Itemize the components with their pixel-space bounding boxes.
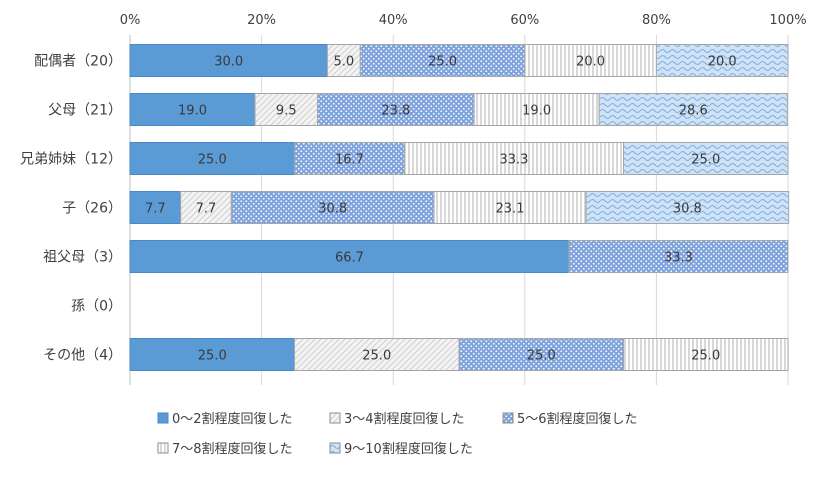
data-label: 30.8 [673,202,702,217]
data-label: 30.8 [318,202,347,217]
bar-segment [129,142,295,175]
legend-label: 0〜2割程度回復した [172,411,293,427]
data-label: 20.0 [708,55,737,70]
data-label: 33.3 [664,251,693,266]
bar-segment [403,142,624,175]
bar-segment [129,93,256,126]
category-label: その他（4） [43,348,122,364]
bar-segment [359,44,526,77]
bar-segment [623,142,789,175]
category-label: 父母（21） [48,103,122,119]
data-label: 25.0 [198,153,227,168]
x-tick-label: 100% [769,13,806,28]
bars [129,44,790,371]
data-label: 7.7 [145,202,166,217]
data-label: 23.8 [381,104,410,119]
legend-swatch [157,442,169,454]
legend-label: 5〜6割程度回復した [517,411,638,427]
bar-segment [458,338,624,371]
bar-segment [294,338,460,371]
data-label: 33.3 [499,153,528,168]
x-axis-ticks: 0% 20% 40% 60% 80% 100% [120,13,807,28]
x-tick-label: 80% [642,13,671,28]
x-tick-label: 60% [510,13,539,28]
category-label: 配偶者（20） [34,54,122,70]
bar-segment [230,191,435,224]
legend-label: 7〜8割程度回復した [172,441,293,457]
data-label: 28.6 [679,104,708,119]
bar-segment [655,44,789,77]
data-label: 20.0 [576,55,605,70]
data-label: 19.0 [522,104,551,119]
bar-segment [473,93,600,126]
legend: 0〜2割程度回復した 3〜4割程度回復した 5〜6割程度回復した 7〜8割程度回復した… [157,411,638,457]
category-label: 祖父母（3） [43,250,122,266]
category-label: 兄弟姉妹（12） [20,152,122,168]
x-tick-label: 40% [379,13,408,28]
data-label: 25.0 [428,55,457,70]
bar-segment [524,44,657,77]
legend-swatch [157,412,169,424]
data-label: 25.0 [691,349,720,364]
bar-segment [129,338,295,371]
legend-swatch [502,412,514,424]
data-label: 16.7 [335,153,364,168]
data-label: 9.5 [276,104,297,119]
data-label: 19.0 [178,104,207,119]
data-labels: 30.0 5.0 25.0 20.0 20.0 19.0 9.5 23.8 19.0 28.6 25… [145,55,737,364]
data-label: 23.1 [496,202,525,217]
y-axis-categories: 配偶者（20） 父母（21） 兄弟姉妹（12） 子（26） 祖父母（3） 孫（0） その他（… [20,54,122,364]
data-label: 30.0 [214,55,243,70]
data-label: 25.0 [527,349,556,364]
bar-segment [129,240,570,273]
legend-swatch [329,442,341,454]
x-tick-label: 0% [120,13,141,28]
bar-segment [568,240,789,273]
data-label: 7.7 [196,202,217,217]
legend-label: 9〜10割程度回復した [344,441,473,457]
bar-segment [129,44,328,77]
data-label: 25.0 [198,349,227,364]
legend-label: 3〜4割程度回復した [344,411,465,427]
x-tick-label: 20% [247,13,276,28]
bar-segment [585,191,790,224]
bar-segment [326,44,361,77]
bar-segment [180,191,232,224]
category-label: 孫（0） [71,299,122,315]
data-label: 5.0 [334,55,355,70]
bar-segment [623,338,789,371]
data-label: 25.0 [362,349,391,364]
legend-swatch [329,412,341,424]
data-label: 66.7 [335,251,364,266]
data-label: 25.0 [691,153,720,168]
category-label: 子（26） [62,201,122,217]
bar-segment [598,93,788,126]
